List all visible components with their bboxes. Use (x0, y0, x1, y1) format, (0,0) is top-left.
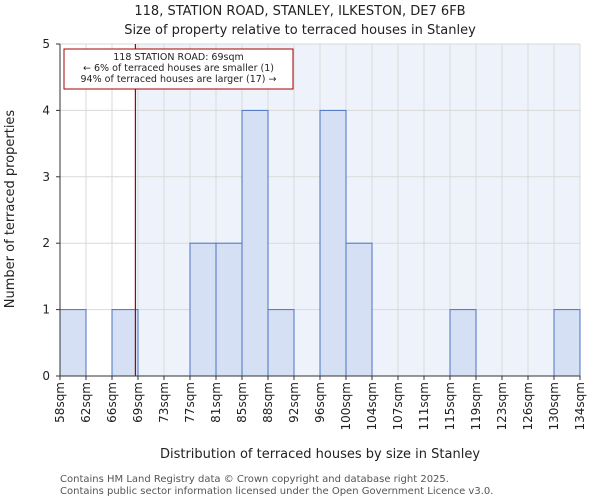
annotation-line-3: 94% of terraced houses are larger (17) → (81, 74, 277, 85)
bar-100sqm (345, 242, 373, 377)
bar-81sqm (215, 242, 243, 377)
x-tick-label: 92sqm (287, 382, 301, 423)
x-tick-label: 100sqm (339, 382, 353, 430)
x-tick-label: 134sqm (573, 382, 587, 430)
x-tick-label: 69sqm (131, 382, 145, 423)
x-tick-label: 88sqm (261, 382, 275, 423)
x-axis-label: Distribution of terraced houses by size … (160, 447, 480, 462)
footer-line-2: Contains public sector information licen… (60, 486, 493, 497)
y-tick-label: 0 (42, 369, 50, 383)
x-ticks: 58sqm 62sqm 66sqm 69sqm 73sqm 77sqm 81sqm 85sqm… (53, 376, 587, 430)
x-tick-label: 73sqm (157, 382, 171, 423)
x-tick-label: 77sqm (183, 382, 197, 423)
x-tick-label: 107sqm (391, 382, 405, 430)
bar-96sqm (319, 109, 347, 377)
x-tick-label: 58sqm (53, 382, 67, 423)
bar-58sqm (59, 309, 87, 377)
y-tick-label: 2 (42, 236, 50, 250)
x-tick-label: 119sqm (469, 382, 483, 430)
x-tick-label: 85sqm (235, 382, 249, 423)
y-tick-label: 5 (42, 37, 50, 51)
y-tick-label: 1 (42, 303, 50, 317)
x-tick-label: 96sqm (313, 382, 327, 423)
chart-title: 118, STATION ROAD, STANLEY, ILKESTON, DE… (134, 4, 465, 19)
x-tick-label: 104sqm (365, 382, 379, 430)
x-tick-label: 81sqm (209, 382, 223, 423)
y-ticks: 0 1 2 3 4 5 (42, 37, 60, 383)
bar-77sqm (189, 242, 217, 377)
annotation-line-1: 118 STATION ROAD: 69sqm (113, 52, 244, 63)
x-tick-label: 130sqm (547, 382, 561, 430)
x-tick-label: 115sqm (443, 382, 457, 430)
y-axis-label: Number of terraced properties (3, 110, 18, 309)
bar-66sqm (111, 309, 139, 377)
y-tick-label: 4 (42, 103, 50, 117)
annotation-box (63, 48, 294, 90)
y-tick-label: 3 (42, 170, 50, 184)
x-tick-label: 62sqm (79, 382, 93, 423)
footer-line-1: Contains HM Land Registry data © Crown c… (60, 474, 449, 485)
chart-subtitle: Size of property relative to terraced ho… (124, 23, 476, 38)
bar-115sqm (449, 309, 477, 377)
bar-88sqm (267, 309, 295, 377)
x-tick-label: 123sqm (495, 382, 509, 430)
x-tick-label: 126sqm (521, 382, 535, 430)
annotation-line-2: ← 6% of terraced houses are smaller (1) (83, 63, 274, 74)
x-tick-label: 111sqm (417, 382, 431, 430)
bar-130sqm (553, 309, 581, 377)
bar-85sqm (241, 109, 269, 377)
x-tick-label: 66sqm (105, 382, 119, 423)
